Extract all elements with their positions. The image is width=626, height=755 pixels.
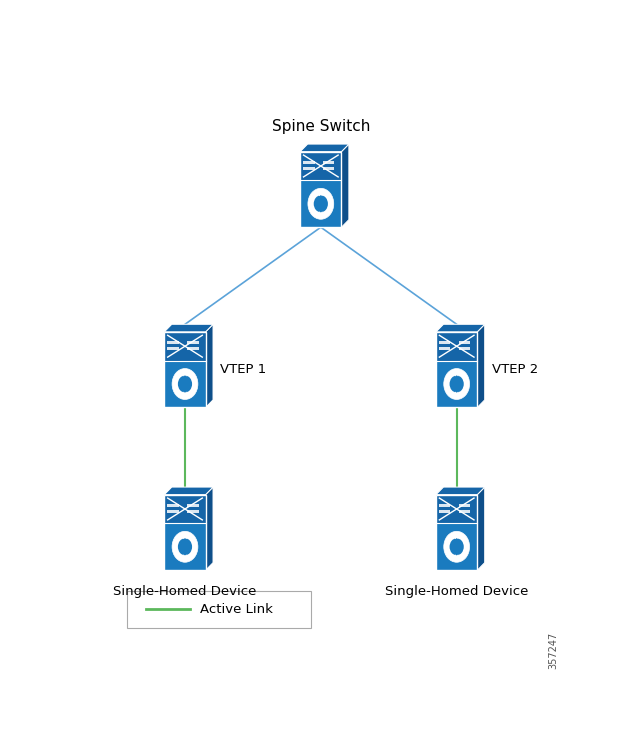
Bar: [303, 162, 315, 164]
Bar: [436, 495, 477, 523]
Bar: [167, 504, 179, 507]
Bar: [436, 361, 477, 408]
Bar: [187, 510, 198, 513]
Text: Single-Homed Device: Single-Homed Device: [113, 584, 257, 598]
Bar: [436, 332, 477, 408]
Bar: [459, 347, 470, 350]
Polygon shape: [341, 144, 349, 227]
Circle shape: [314, 196, 328, 212]
Bar: [165, 495, 205, 523]
Polygon shape: [477, 325, 485, 408]
Circle shape: [444, 368, 470, 399]
Polygon shape: [300, 144, 349, 152]
Bar: [439, 347, 451, 350]
Circle shape: [449, 375, 464, 393]
Bar: [300, 180, 341, 227]
Bar: [459, 510, 470, 513]
Polygon shape: [436, 325, 485, 332]
Circle shape: [449, 538, 464, 555]
Circle shape: [308, 188, 334, 219]
Circle shape: [444, 532, 470, 562]
Text: Spine Switch: Spine Switch: [272, 119, 370, 134]
Bar: [439, 504, 451, 507]
Text: Single-Homed Device: Single-Homed Device: [385, 584, 528, 598]
Circle shape: [178, 538, 192, 555]
Bar: [300, 152, 341, 227]
Polygon shape: [205, 325, 213, 408]
Bar: [167, 347, 179, 350]
Text: 357247: 357247: [548, 632, 558, 669]
Polygon shape: [165, 487, 213, 495]
Bar: [439, 341, 451, 344]
Text: VTEP 2: VTEP 2: [492, 363, 538, 376]
Bar: [126, 590, 311, 628]
Circle shape: [178, 375, 192, 393]
Bar: [323, 162, 334, 164]
Bar: [439, 510, 451, 513]
Bar: [187, 341, 198, 344]
Bar: [165, 495, 205, 570]
Bar: [165, 523, 205, 570]
Polygon shape: [205, 487, 213, 570]
Bar: [459, 341, 470, 344]
Bar: [436, 523, 477, 570]
Bar: [165, 332, 205, 361]
Bar: [459, 504, 470, 507]
Bar: [323, 167, 334, 170]
Polygon shape: [436, 487, 485, 495]
Bar: [300, 152, 341, 180]
Text: VTEP 1: VTEP 1: [220, 363, 267, 376]
Bar: [167, 341, 179, 344]
Bar: [187, 504, 198, 507]
Polygon shape: [477, 487, 485, 570]
Circle shape: [172, 532, 198, 562]
Polygon shape: [165, 325, 213, 332]
Bar: [436, 495, 477, 570]
Bar: [303, 167, 315, 170]
Circle shape: [172, 368, 198, 399]
Bar: [436, 332, 477, 361]
Bar: [187, 347, 198, 350]
Bar: [167, 510, 179, 513]
Bar: [165, 361, 205, 408]
Text: Active Link: Active Link: [200, 603, 272, 616]
Bar: [165, 332, 205, 408]
